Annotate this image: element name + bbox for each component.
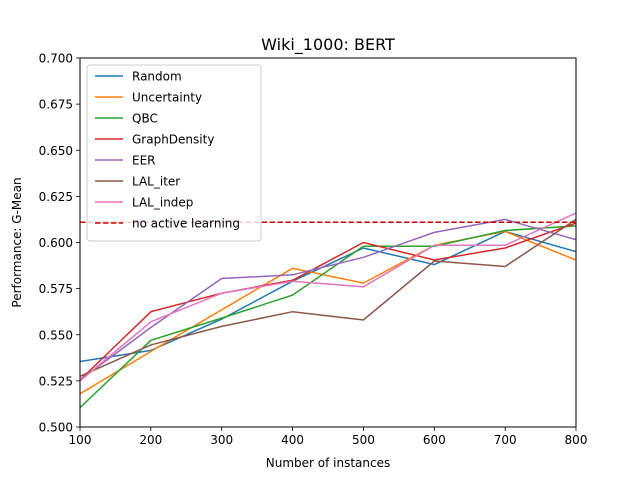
y-tick-label: 0.600 (39, 236, 73, 250)
x-tick-label: 400 (281, 433, 304, 447)
x-axis-label: Number of instances (266, 456, 391, 470)
y-tick-label: 0.525 (39, 374, 73, 388)
legend-label: LAL_indep (132, 196, 193, 210)
series-line-4 (80, 218, 576, 381)
y-tick-label: 0.550 (39, 328, 73, 342)
series-line-6 (80, 212, 576, 382)
series-layer (80, 212, 576, 409)
legend-label: EER (132, 154, 156, 168)
y-ticks: 0.500 0.525 0.550 0.575 0.600 0.625 0.650 0.675… (39, 52, 80, 435)
series-line-3 (80, 222, 576, 381)
y-tick-label: 0.575 (39, 282, 73, 296)
legend-label: LAL_iter (132, 175, 180, 189)
legend-label: no active learning (132, 217, 240, 231)
x-tick-label: 300 (210, 433, 233, 447)
y-axis-label: Performance: G-Mean (10, 177, 24, 307)
y-tick-label: 0.675 (39, 98, 73, 112)
series-line-5 (80, 218, 576, 377)
y-tick-label: 0.500 (39, 421, 73, 435)
legend-label: Uncertainty (132, 91, 202, 105)
x-tick-label: 700 (494, 433, 517, 447)
y-tick-label: 0.625 (39, 190, 73, 204)
legend: Random Uncertainty QBC GraphDensity EER LAL_i… (86, 64, 262, 242)
x-tick-label: 200 (139, 433, 162, 447)
x-tick-label: 600 (423, 433, 446, 447)
legend-label: Random (132, 70, 182, 84)
series-line-2 (80, 225, 576, 409)
x-tick-label: 800 (565, 433, 588, 447)
legend-label: GraphDensity (132, 133, 214, 147)
x-ticks: 100 200 300 400 500 600 700 800 (69, 427, 588, 447)
series-line-1 (80, 230, 576, 395)
y-tick-label: 0.650 (39, 144, 73, 158)
legend-label: QBC (132, 112, 158, 126)
series-line-0 (80, 230, 576, 363)
x-tick-label: 500 (352, 433, 375, 447)
x-tick-label: 100 (69, 433, 92, 447)
chart-title: Wiki_1000: BERT (261, 35, 395, 55)
y-tick-label: 0.700 (39, 52, 73, 66)
legend-box (86, 64, 262, 242)
